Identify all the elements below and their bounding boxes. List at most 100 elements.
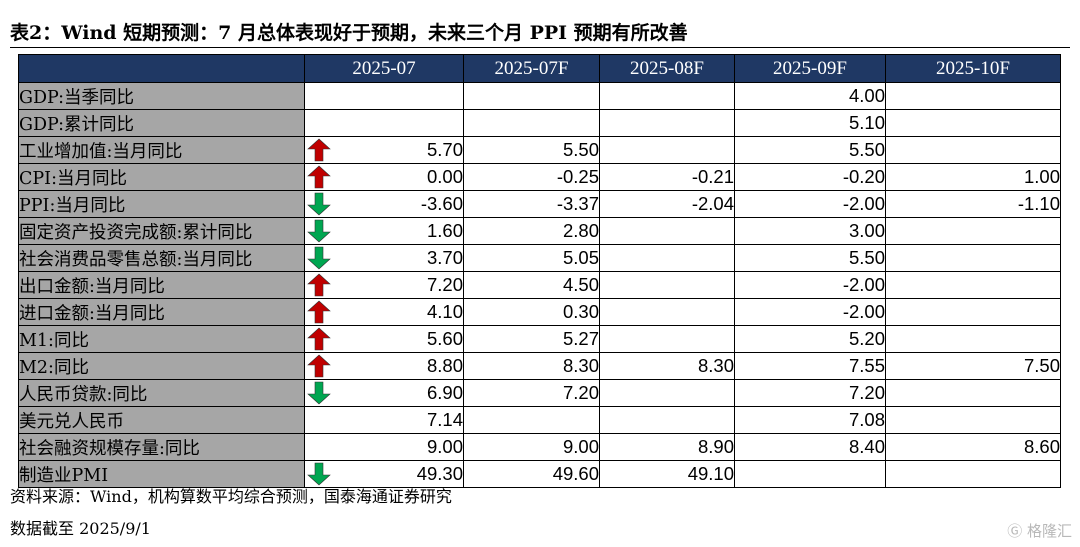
data-cutoff-note: 数据截至 2025/9/1 bbox=[10, 519, 151, 538]
cell-value: 8.30 bbox=[562, 355, 599, 376]
row-label: 社会消费品零售总额:当月同比 bbox=[18, 244, 305, 272]
row-label: PPI:当月同比 bbox=[18, 190, 305, 218]
value-cell: 1.00 bbox=[885, 163, 1061, 191]
value-cell: 0.00 bbox=[304, 163, 464, 191]
column-header: 2025-07 bbox=[304, 54, 464, 83]
value-cell: 5.50 bbox=[734, 136, 886, 164]
value-cell: 7.08 bbox=[734, 406, 886, 434]
row-label: M1:同比 bbox=[18, 325, 305, 353]
cell-value: -0.21 bbox=[691, 166, 734, 187]
value-cell bbox=[599, 82, 735, 110]
cell-value: 0.00 bbox=[426, 166, 463, 187]
table-row: GDP:当季同比 4.00 bbox=[18, 82, 1061, 110]
cell-value: -2.04 bbox=[691, 193, 734, 214]
cell-value: -3.37 bbox=[556, 193, 599, 214]
row-label: 美元兑人民币 bbox=[18, 406, 305, 434]
column-header: 2025-10F bbox=[885, 54, 1061, 83]
value-cell: 7.20 bbox=[734, 379, 886, 407]
value-cell bbox=[599, 109, 735, 137]
cell-value: 5.27 bbox=[562, 328, 599, 349]
value-cell: 3.70 bbox=[304, 244, 464, 272]
cell-value: 5.70 bbox=[426, 139, 463, 160]
value-cell bbox=[599, 244, 735, 272]
value-cell bbox=[885, 271, 1061, 299]
value-cell: 5.70 bbox=[304, 136, 464, 164]
value-cell: 4.50 bbox=[463, 271, 600, 299]
value-cell: 5.05 bbox=[463, 244, 600, 272]
down-arrow-icon bbox=[307, 462, 331, 486]
cell-value: 9.00 bbox=[426, 436, 463, 457]
table-row: 社会消费品零售总额:当月同比 3.70 5.05 5.50 bbox=[18, 244, 1061, 272]
up-arrow-icon bbox=[307, 354, 331, 378]
value-cell bbox=[885, 82, 1061, 110]
watermark-logo-icon: Ⓖ bbox=[1007, 522, 1023, 540]
table-row: 人民币贷款:同比 6.90 7.20 7.20 bbox=[18, 379, 1061, 407]
value-cell bbox=[463, 406, 600, 434]
header-corner bbox=[18, 54, 305, 83]
value-cell bbox=[885, 136, 1061, 164]
value-cell bbox=[463, 109, 600, 137]
value-cell bbox=[734, 460, 886, 488]
cell-value: 6.90 bbox=[426, 382, 463, 403]
value-cell: 8.30 bbox=[463, 352, 600, 380]
value-cell bbox=[599, 271, 735, 299]
down-arrow-icon bbox=[307, 381, 331, 405]
value-cell: -0.25 bbox=[463, 163, 600, 191]
value-cell bbox=[304, 109, 464, 137]
cell-value: 7.14 bbox=[426, 409, 463, 430]
value-cell: 7.20 bbox=[304, 271, 464, 299]
down-arrow-icon bbox=[307, 246, 331, 270]
table-row: 出口金额:当月同比 7.20 4.50 -2.00 bbox=[18, 271, 1061, 299]
cell-value: -2.00 bbox=[842, 274, 885, 295]
value-cell: 6.90 bbox=[304, 379, 464, 407]
cell-value: 8.80 bbox=[426, 355, 463, 376]
value-cell: 2.80 bbox=[463, 217, 600, 245]
value-cell: -2.04 bbox=[599, 190, 735, 218]
value-cell: 5.10 bbox=[734, 109, 886, 137]
cell-value: 5.50 bbox=[562, 139, 599, 160]
value-cell: 9.00 bbox=[304, 433, 464, 461]
value-cell bbox=[885, 406, 1061, 434]
table-row: GDP:累计同比 5.10 bbox=[18, 109, 1061, 137]
value-cell: 3.00 bbox=[734, 217, 886, 245]
value-cell bbox=[599, 406, 735, 434]
cell-value: 9.00 bbox=[562, 436, 599, 457]
cell-value: -3.60 bbox=[420, 193, 463, 214]
row-label: CPI:当月同比 bbox=[18, 163, 305, 191]
cell-value: -2.00 bbox=[842, 301, 885, 322]
cell-value: 7.20 bbox=[562, 382, 599, 403]
value-cell bbox=[885, 109, 1061, 137]
value-cell: -2.00 bbox=[734, 298, 886, 326]
value-cell: 5.60 bbox=[304, 325, 464, 353]
value-cell: -3.60 bbox=[304, 190, 464, 218]
value-cell: 7.20 bbox=[463, 379, 600, 407]
cell-value: 3.00 bbox=[848, 220, 885, 241]
table-row: M1:同比 5.60 5.27 5.20 bbox=[18, 325, 1061, 353]
value-cell: 5.50 bbox=[734, 244, 886, 272]
row-label: 出口金额:当月同比 bbox=[18, 271, 305, 299]
value-cell: 49.30 bbox=[304, 460, 464, 488]
value-cell bbox=[885, 217, 1061, 245]
title-divider bbox=[10, 47, 1070, 48]
column-header: 2025-09F bbox=[734, 54, 886, 83]
value-cell bbox=[885, 298, 1061, 326]
value-cell: -3.37 bbox=[463, 190, 600, 218]
value-cell bbox=[463, 82, 600, 110]
cell-value: -0.25 bbox=[556, 166, 599, 187]
cell-value: 49.60 bbox=[552, 463, 599, 484]
up-arrow-icon bbox=[307, 300, 331, 324]
table-row: 社会融资规模存量:同比 9.00 9.00 8.90 8.40 8.60 bbox=[18, 433, 1061, 461]
value-cell: -0.21 bbox=[599, 163, 735, 191]
cell-value: -0.20 bbox=[842, 166, 885, 187]
value-cell: -2.00 bbox=[734, 190, 886, 218]
table-row: 制造业PMI 49.30 49.60 49.10 bbox=[18, 460, 1061, 488]
cell-value: 5.05 bbox=[562, 247, 599, 268]
cell-value: 49.30 bbox=[416, 463, 463, 484]
row-label: GDP:累计同比 bbox=[18, 109, 305, 137]
row-label: 固定资产投资完成额:累计同比 bbox=[18, 217, 305, 245]
table-row: M2:同比 8.80 8.30 8.30 7.55 7.50 bbox=[18, 352, 1061, 380]
up-arrow-icon bbox=[307, 165, 331, 189]
value-cell bbox=[885, 379, 1061, 407]
cell-value: 49.10 bbox=[687, 463, 734, 484]
value-cell bbox=[885, 325, 1061, 353]
